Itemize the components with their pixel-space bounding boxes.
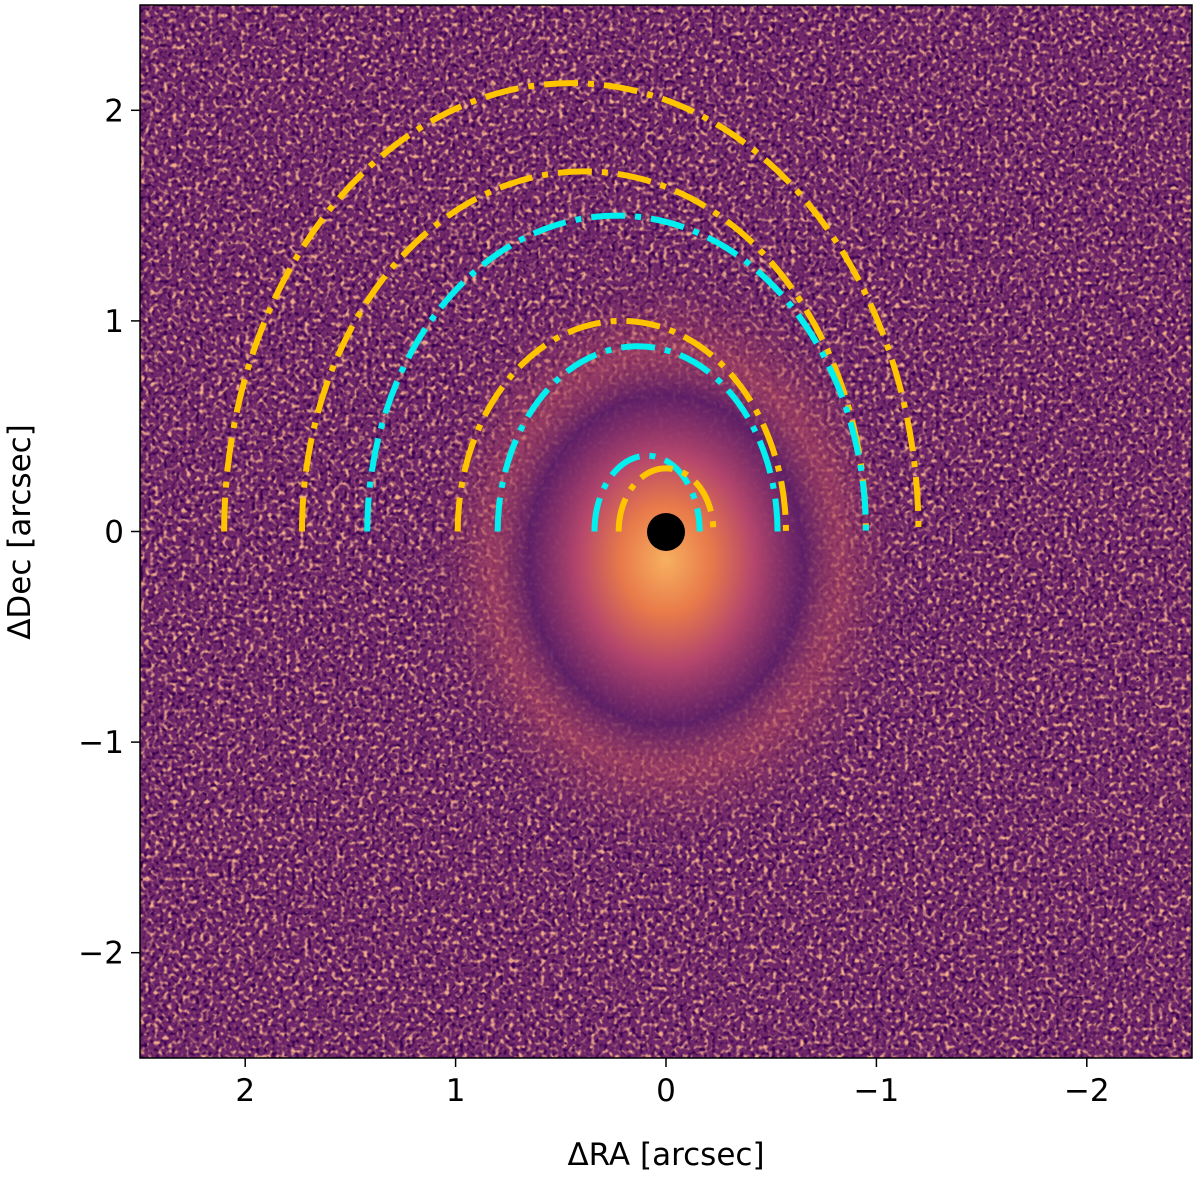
y-tick-label: −1 [78, 725, 124, 761]
y-tick-label: 0 [104, 515, 124, 551]
x-tick-label: 1 [446, 1073, 466, 1109]
ellipse-arc [591, 452, 703, 532]
x-tick-label: −2 [1064, 1073, 1110, 1109]
y-axis-label: ΔDec [arcsec] [2, 424, 38, 640]
x-axis-label: ΔRA [arcsec] [567, 1137, 764, 1173]
y-tick-label: 2 [104, 93, 124, 129]
y-tick-label: 1 [104, 304, 124, 340]
ellipse-arc [221, 79, 922, 532]
ellipse-arc [494, 343, 781, 532]
y-tick-label: −2 [78, 936, 124, 972]
ellipse-arc [299, 168, 869, 532]
ellipse-arc [615, 465, 717, 532]
x-tick-label: −1 [854, 1073, 900, 1109]
ellipse-arc [364, 212, 869, 532]
image [140, 5, 1192, 1058]
x-tick-label: 2 [235, 1073, 255, 1109]
ellipse-arc [454, 317, 789, 532]
x-tick-label: 0 [656, 1073, 676, 1109]
